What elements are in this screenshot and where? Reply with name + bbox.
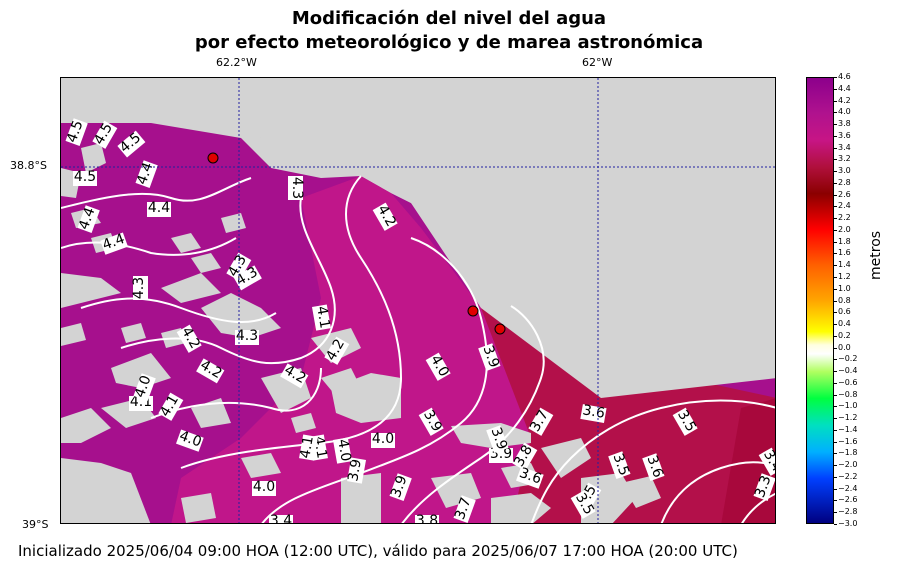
contour-label: 4.1 bbox=[313, 305, 333, 330]
colorbar-tick: 3.6 bbox=[834, 130, 851, 140]
colorbar-tick: −2.4 bbox=[833, 483, 858, 493]
contour-label: 3.4 bbox=[270, 513, 292, 524]
lon-label-62-2w: 62.2°W bbox=[216, 56, 257, 69]
station-marker-1[interactable] bbox=[207, 152, 219, 164]
colorbar-tick: −1.0 bbox=[833, 401, 858, 411]
colorbar-tick: 1.4 bbox=[834, 260, 851, 270]
colorbar-tick: −0.6 bbox=[833, 377, 858, 387]
contour-label: 3.6 bbox=[581, 402, 606, 422]
contour-label: 3.8 bbox=[416, 513, 438, 524]
colorbar-tick: 4.4 bbox=[834, 83, 851, 93]
graticule bbox=[61, 78, 775, 523]
colorbar-tick: 0.8 bbox=[834, 295, 851, 305]
lat-label-39s: 39°S bbox=[22, 518, 49, 531]
colorbar-tick: −1.6 bbox=[833, 436, 858, 446]
contour-label: 4.0 bbox=[372, 431, 394, 447]
lat-label-38-8s: 38.8°S bbox=[10, 159, 47, 172]
contour-label: 3.9 bbox=[479, 343, 502, 369]
map-title-line-2: por efecto meteorológico y de marea astr… bbox=[194, 32, 704, 53]
contour-label: 4.3 bbox=[131, 277, 147, 299]
map-panel[interactable]: 4.5 4.5 4.5 4.5 4.4 4.4 4.4 4.4 4.3 4.3 … bbox=[60, 77, 776, 524]
map-title-line-1: Modificación del nivel del agua bbox=[291, 8, 607, 29]
lon-label-62w: 62°W bbox=[582, 56, 613, 69]
colorbar-tick: 2.6 bbox=[834, 189, 851, 199]
contour-label: 3.9 bbox=[345, 458, 365, 483]
colorbar-tick: 2.2 bbox=[834, 213, 851, 223]
colorbar-tick: 1.2 bbox=[834, 271, 851, 281]
colorbar-title: metros bbox=[868, 230, 884, 280]
colorbar-tick: 3.0 bbox=[834, 166, 851, 176]
contour-label: 4.1 bbox=[297, 435, 317, 460]
station-marker-2[interactable] bbox=[467, 305, 479, 317]
colorbar-tick: 0.0 bbox=[834, 342, 851, 352]
station-marker-3[interactable] bbox=[494, 323, 506, 335]
colorbar-tick: 0.2 bbox=[834, 330, 851, 340]
colorbar-tick: −2.6 bbox=[833, 495, 858, 505]
colorbar-tick: −0.4 bbox=[833, 366, 858, 376]
colorbar-tick: 3.8 bbox=[834, 119, 851, 129]
colorbar-tick: 2.4 bbox=[834, 201, 851, 211]
colorbar-tick: 3.4 bbox=[834, 142, 851, 152]
colorbar-tick: 4.0 bbox=[834, 107, 851, 117]
colorbar-tick: −3.0 bbox=[833, 519, 858, 528]
contour-label: 3.5 bbox=[609, 451, 632, 477]
colorbar-tick: −2.0 bbox=[833, 460, 858, 470]
station-markers bbox=[207, 152, 506, 335]
colorbar-tick: 4.2 bbox=[834, 95, 851, 105]
land-north-east bbox=[61, 78, 775, 398]
contour-label: 4.0 bbox=[253, 479, 275, 495]
contour-label: 3.6 bbox=[643, 453, 666, 479]
colorbar-tick: 3.2 bbox=[834, 154, 851, 164]
contour-label: 3.3 bbox=[752, 473, 775, 499]
contour-label: 3.7 bbox=[452, 495, 475, 521]
colorbar-tick: 0.4 bbox=[834, 319, 851, 329]
forecast-footer: Inicializado 2025/06/04 09:00 HOA (12:00… bbox=[18, 542, 738, 560]
contour-label: 3.9 bbox=[388, 473, 411, 499]
contour-label: 4.0 bbox=[177, 428, 203, 451]
contour-label: 3.6 bbox=[517, 465, 543, 488]
colorbar-tick: 2.8 bbox=[834, 177, 851, 187]
contour-label: 4.4 bbox=[76, 205, 99, 231]
contour-label: 4.0 bbox=[334, 438, 354, 463]
colorbar-tick: −1.2 bbox=[833, 413, 858, 423]
colorbar-tick: −1.8 bbox=[833, 448, 858, 458]
colorbar-tick: 0.6 bbox=[834, 307, 851, 317]
contour-label: 3.9 bbox=[487, 425, 510, 451]
colorbar-tick: −2.8 bbox=[833, 507, 858, 517]
contour-label: 4.3 bbox=[289, 177, 305, 199]
colorbar-tick: 4.6 bbox=[834, 72, 851, 81]
colorbar-tick: −1.4 bbox=[833, 424, 858, 434]
colorbar-tick: −0.8 bbox=[833, 389, 858, 399]
map-canvas: 4.5 4.5 4.5 4.5 4.4 4.4 4.4 4.4 4.3 4.3 … bbox=[61, 78, 775, 524]
colorbar bbox=[806, 77, 834, 524]
contour-label: 4.0 bbox=[132, 373, 155, 399]
contour-label: 4.3 bbox=[236, 328, 258, 344]
colorbar-tick: 2.0 bbox=[834, 224, 851, 234]
contour-label: 4.4 bbox=[148, 200, 170, 216]
colorbar-tick: 1.6 bbox=[834, 248, 851, 258]
contour-label: 4.4 bbox=[100, 231, 126, 254]
colorbar-tick: 1.0 bbox=[834, 283, 851, 293]
tidal-flats bbox=[61, 143, 661, 523]
colorbar-tick: −0.2 bbox=[833, 354, 858, 364]
colorbar-tick: 1.8 bbox=[834, 236, 851, 246]
colorbar-gradient bbox=[807, 78, 833, 523]
contour-label: 4.5 bbox=[64, 118, 87, 144]
contour-label: 4.5 bbox=[74, 169, 96, 185]
colorbar-tick: −2.2 bbox=[833, 471, 858, 481]
